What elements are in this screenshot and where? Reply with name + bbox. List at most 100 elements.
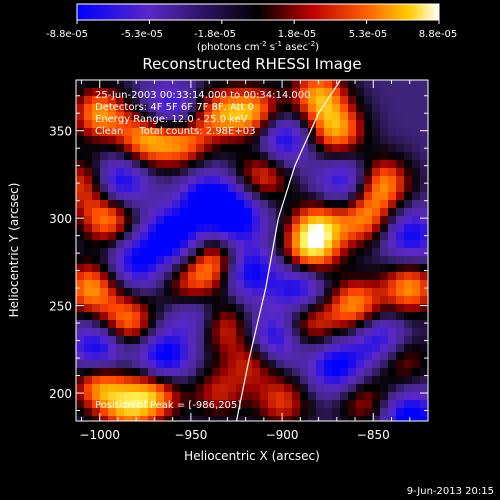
heatmap-cell	[388, 368, 397, 377]
heatmap-cell	[412, 360, 421, 369]
heatmap-cell	[204, 152, 213, 161]
y-tick-label: 250	[49, 300, 72, 314]
heatmap-cell	[220, 288, 229, 297]
heatmap-cell	[188, 192, 197, 201]
heatmap-cell	[140, 152, 149, 161]
heatmap-cell	[124, 184, 133, 193]
heatmap-cell	[388, 312, 397, 321]
heatmap-cell	[284, 136, 293, 145]
heatmap-cell	[388, 280, 397, 289]
heatmap-cell	[388, 408, 397, 417]
heatmap-cell	[412, 248, 421, 257]
heatmap-cell	[100, 368, 109, 377]
heatmap-cell	[308, 136, 317, 145]
heatmap-cell	[300, 144, 309, 153]
heatmap-cell	[300, 344, 309, 353]
heatmap-cell	[116, 392, 125, 401]
heatmap-cell	[156, 80, 165, 89]
heatmap-cell	[84, 416, 93, 421]
heatmap-cell	[364, 264, 373, 273]
heatmap-cell	[388, 304, 397, 313]
heatmap-cell	[356, 352, 365, 361]
heatmap-cell	[76, 168, 85, 177]
heatmap-cell	[212, 328, 221, 337]
heatmap-cell	[220, 384, 229, 393]
heatmap-cell	[364, 384, 373, 393]
heatmap-cell	[188, 232, 197, 241]
heatmap-cell	[212, 144, 221, 153]
heatmap-cell	[356, 136, 365, 145]
heatmap-cell	[340, 88, 349, 97]
heatmap-cell	[124, 304, 133, 313]
heatmap-cell	[284, 392, 293, 401]
heatmap-cell	[276, 152, 285, 161]
heatmap-cell	[372, 192, 381, 201]
heatmap-cell	[188, 104, 197, 113]
heatmap-cell	[332, 184, 341, 193]
heatmap-cell	[308, 232, 317, 241]
heatmap-cell	[180, 328, 189, 337]
heatmap-cell	[252, 320, 261, 329]
heatmap-cell	[236, 96, 245, 105]
heatmap-cell	[252, 256, 261, 265]
heatmap-cell	[220, 368, 229, 377]
heatmap-cell	[228, 144, 237, 153]
heatmap-cell	[76, 80, 85, 89]
heatmap-cell	[380, 216, 389, 225]
heatmap-cell	[236, 224, 245, 233]
heatmap-cell	[140, 168, 149, 177]
heatmap-cell	[156, 392, 165, 401]
heatmap-cell	[148, 88, 157, 97]
heatmap-cell	[340, 144, 349, 153]
heatmap-cell	[300, 120, 309, 129]
heatmap-cell	[172, 312, 181, 321]
heatmap-cell	[252, 160, 261, 169]
heatmap-cell	[180, 208, 189, 217]
heatmap-cell	[108, 344, 117, 353]
heatmap-cell	[396, 160, 405, 169]
heatmap-cell	[204, 96, 213, 105]
heatmap-cell	[292, 312, 301, 321]
heatmap-cell	[108, 304, 117, 313]
heatmap-cell	[420, 160, 428, 169]
heatmap-cell	[348, 80, 357, 89]
heatmap-cell	[268, 360, 277, 369]
heatmap-cell	[172, 168, 181, 177]
heatmap-cell	[164, 400, 173, 409]
heatmap-cell	[340, 184, 349, 193]
heatmap-cell	[252, 360, 261, 369]
heatmap-cell	[84, 88, 93, 97]
heatmap-cell	[236, 136, 245, 145]
heatmap-cell	[372, 400, 381, 409]
heatmap-cell	[116, 416, 125, 421]
heatmap-cell	[316, 200, 325, 209]
heatmap-cell	[252, 392, 261, 401]
heatmap-cell	[140, 160, 149, 169]
heatmap-cell	[180, 240, 189, 249]
heatmap-cell	[420, 360, 428, 369]
heatmap-cell	[236, 296, 245, 305]
heatmap-cell	[420, 256, 428, 265]
heatmap-cell	[124, 96, 133, 105]
heatmap-cell	[412, 256, 421, 265]
heatmap-cell	[164, 224, 173, 233]
heatmap-cell	[372, 176, 381, 185]
heatmap-cell	[236, 240, 245, 249]
heatmap-cell	[348, 176, 357, 185]
heatmap-cell	[76, 104, 85, 113]
heatmap-cell	[324, 288, 333, 297]
heatmap-cell	[412, 304, 421, 313]
heatmap-cell	[300, 96, 309, 105]
heatmap-cell	[172, 224, 181, 233]
heatmap-cell	[316, 184, 325, 193]
heatmap-cell	[316, 232, 325, 241]
heatmap-cell	[156, 112, 165, 121]
heatmap-cell	[76, 152, 85, 161]
heatmap-cell	[244, 104, 253, 113]
heatmap-cell	[252, 408, 261, 417]
heatmap-cell	[140, 320, 149, 329]
heatmap-cell	[220, 224, 229, 233]
heatmap-cell	[236, 368, 245, 377]
heatmap-cell	[204, 200, 213, 209]
heatmap-cell	[284, 80, 293, 89]
